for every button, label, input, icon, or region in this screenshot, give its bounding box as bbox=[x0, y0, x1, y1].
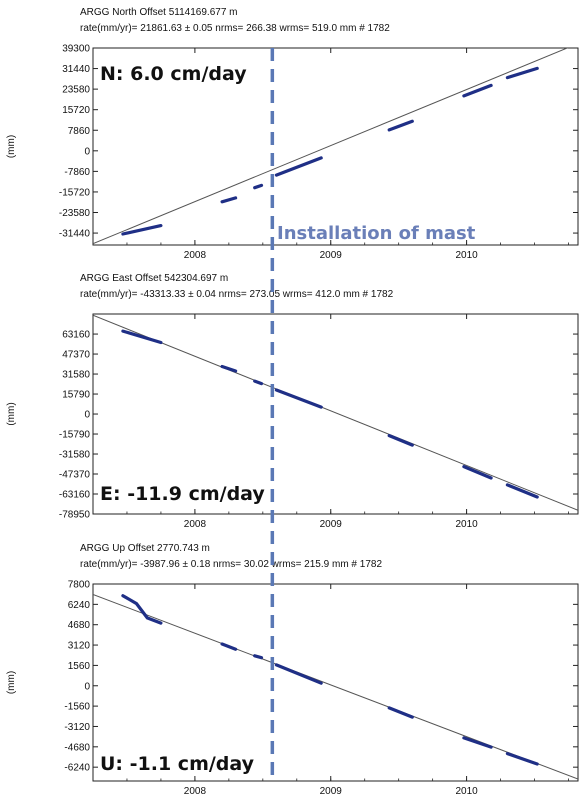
y-axis-label: (mm) bbox=[6, 135, 17, 158]
y-tick-label: 1560 bbox=[68, 661, 91, 672]
data-segment bbox=[274, 388, 323, 409]
x-tick-label: 2010 bbox=[455, 250, 478, 261]
data-segment bbox=[387, 119, 414, 132]
rate-annotation: U: -1.1 cm/day bbox=[100, 753, 255, 775]
y-tick-label: -31580 bbox=[59, 450, 91, 461]
data-segment bbox=[253, 654, 264, 660]
x-tick-label: 2008 bbox=[184, 250, 207, 261]
data-segment bbox=[253, 183, 264, 190]
data-segment bbox=[220, 642, 238, 651]
data-segment bbox=[462, 465, 493, 480]
data-segment bbox=[505, 751, 539, 766]
plot-frame bbox=[92, 47, 579, 246]
y-tick-label: 3120 bbox=[68, 641, 91, 652]
data-segment bbox=[274, 156, 323, 177]
y-tick-label: -23580 bbox=[59, 208, 91, 219]
rate-annotation: N: 6.0 cm/day bbox=[100, 63, 247, 85]
y-tick-label: -63160 bbox=[59, 490, 91, 501]
chart-title: ARGG East Offset 542304.697 m bbox=[80, 273, 228, 284]
y-tick-label: 0 bbox=[84, 681, 90, 692]
data-segment bbox=[462, 736, 493, 749]
fit-line-group bbox=[93, 314, 578, 511]
mast-annotation: Installation of mast bbox=[277, 223, 476, 244]
chart-subtitle: rate(mm/yr)= -43313.33 ± 0.04 nrms= 273.… bbox=[80, 289, 394, 300]
y-tick-label: 47370 bbox=[62, 350, 90, 361]
x-tick-label: 2008 bbox=[184, 519, 207, 530]
data-segment bbox=[253, 379, 264, 386]
y-tick-label: 7860 bbox=[68, 126, 91, 137]
y-tick-label: -7860 bbox=[64, 167, 90, 178]
fit-line-group bbox=[93, 48, 569, 245]
y-tick-label: 7800 bbox=[68, 580, 91, 591]
y-tick-label: -15720 bbox=[59, 187, 91, 198]
x-tick-label: 2010 bbox=[455, 786, 478, 797]
chart-title: ARGG Up Offset 2770.743 m bbox=[80, 543, 210, 554]
y-tick-label: 15790 bbox=[62, 390, 90, 401]
data-segment bbox=[220, 196, 238, 204]
y-tick-label: -3120 bbox=[64, 722, 90, 733]
plot-frame bbox=[92, 583, 579, 782]
x-tick-label: 2009 bbox=[320, 786, 343, 797]
rate-annotation: E: -11.9 cm/day bbox=[100, 483, 265, 505]
y-tick-label: -47370 bbox=[59, 470, 91, 481]
chart-panel-3: ARGG Up Offset 2770.743 m rate(mm/yr)= -3… bbox=[6, 543, 579, 797]
data-segment bbox=[505, 483, 539, 499]
chart-panel-2: ARGG East Offset 542304.697 m rate(mm/yr)… bbox=[6, 273, 579, 530]
x-tick-label: 2009 bbox=[320, 519, 343, 530]
y-tick-label: -78950 bbox=[59, 510, 91, 521]
y-tick-label: -1560 bbox=[64, 702, 90, 713]
x-tick-label: 2009 bbox=[320, 250, 343, 261]
x-tick-label: 2010 bbox=[455, 519, 478, 530]
trend-line bbox=[93, 593, 578, 780]
y-tick-label: 0 bbox=[84, 410, 90, 421]
chart-panel-1: ARGG North Offset 5114169.677 m rate(mm/y… bbox=[6, 7, 579, 261]
data-segment bbox=[121, 329, 163, 345]
y-tick-label: -15790 bbox=[59, 430, 91, 441]
y-tick-label: 4680 bbox=[68, 620, 91, 631]
y-axis-label: (mm) bbox=[6, 402, 17, 425]
data-segment bbox=[387, 434, 414, 447]
trend-line bbox=[93, 48, 569, 245]
y-tick-label: -6240 bbox=[64, 763, 90, 774]
data-segment bbox=[387, 706, 414, 719]
y-tick-label: 23580 bbox=[62, 85, 90, 96]
chart-subtitle: rate(mm/yr)= -3987.96 ± 0.18 nrms= 30.02… bbox=[80, 559, 382, 570]
fit-line-group bbox=[93, 593, 578, 780]
y-tick-label: 31440 bbox=[62, 64, 90, 75]
data-segment bbox=[220, 364, 238, 373]
trend-line bbox=[93, 314, 578, 511]
y-tick-label: 15720 bbox=[62, 105, 90, 116]
y-tick-label: 6240 bbox=[68, 600, 91, 611]
data-segment bbox=[505, 66, 539, 80]
y-tick-label: 31580 bbox=[62, 370, 90, 381]
y-tick-label: 0 bbox=[84, 146, 90, 157]
data-segment bbox=[121, 224, 163, 236]
data-segment bbox=[121, 594, 163, 625]
y-tick-label: -4680 bbox=[64, 742, 90, 753]
chart-title: ARGG North Offset 5114169.677 m bbox=[80, 7, 238, 18]
data-segment bbox=[274, 663, 323, 685]
y-axis-label: (mm) bbox=[6, 671, 17, 694]
y-tick-label: 63160 bbox=[62, 330, 90, 341]
x-tick-label: 2008 bbox=[184, 786, 207, 797]
y-tick-label: 39300 bbox=[62, 44, 90, 55]
data-segment bbox=[462, 83, 493, 98]
chart-subtitle: rate(mm/yr)= 21861.63 ± 0.05 nrms= 266.3… bbox=[80, 23, 390, 34]
y-tick-label: -31440 bbox=[59, 229, 91, 240]
